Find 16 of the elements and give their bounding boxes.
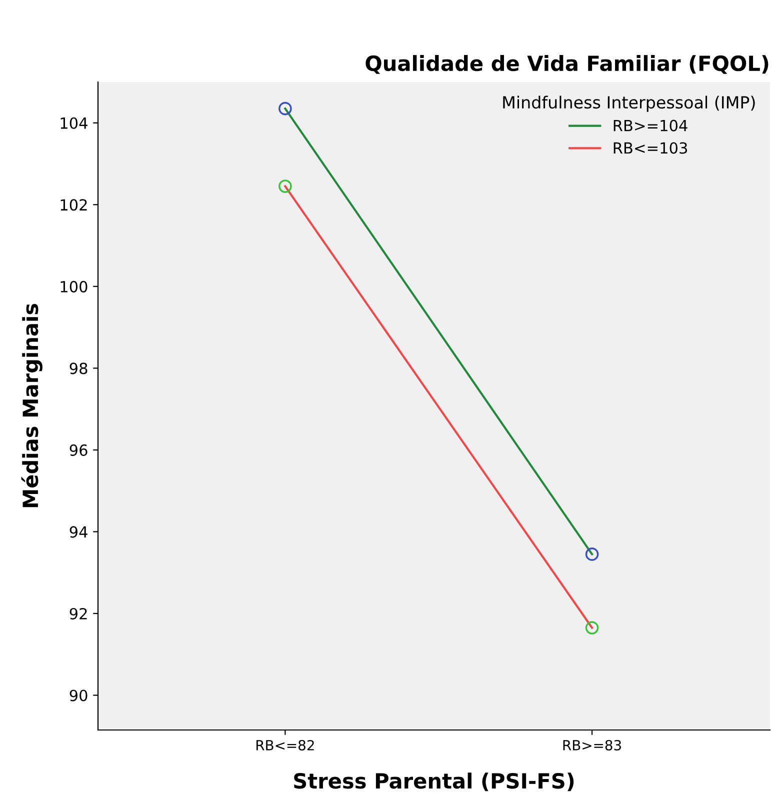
legend-title: Mindfulness Interpessoal (IMP) xyxy=(503,96,755,112)
y-tick-label: 94 xyxy=(70,526,88,538)
x-tick-label: RB>=83 xyxy=(563,740,621,750)
y-tick-label: 96 xyxy=(70,444,88,456)
x-tick-label: RB<=82 xyxy=(256,740,314,750)
y-tick-label: 92 xyxy=(70,608,87,620)
chart-title: Qualidade de Vida Familiar (FQOL) xyxy=(366,55,768,74)
y-tick-label: 100 xyxy=(60,280,88,292)
y-axis-title: Médias Marginais xyxy=(21,304,42,508)
y-tick-label: 98 xyxy=(70,362,88,374)
y-tick-label: 90 xyxy=(70,690,88,702)
y-tick-label: 102 xyxy=(60,199,87,211)
legend-label: RB<=103 xyxy=(614,142,687,154)
legend-label: RB>=104 xyxy=(614,120,688,132)
x-axis-title: Stress Parental (PSI-FS) xyxy=(294,772,574,792)
y-tick-label: 104 xyxy=(60,117,88,129)
